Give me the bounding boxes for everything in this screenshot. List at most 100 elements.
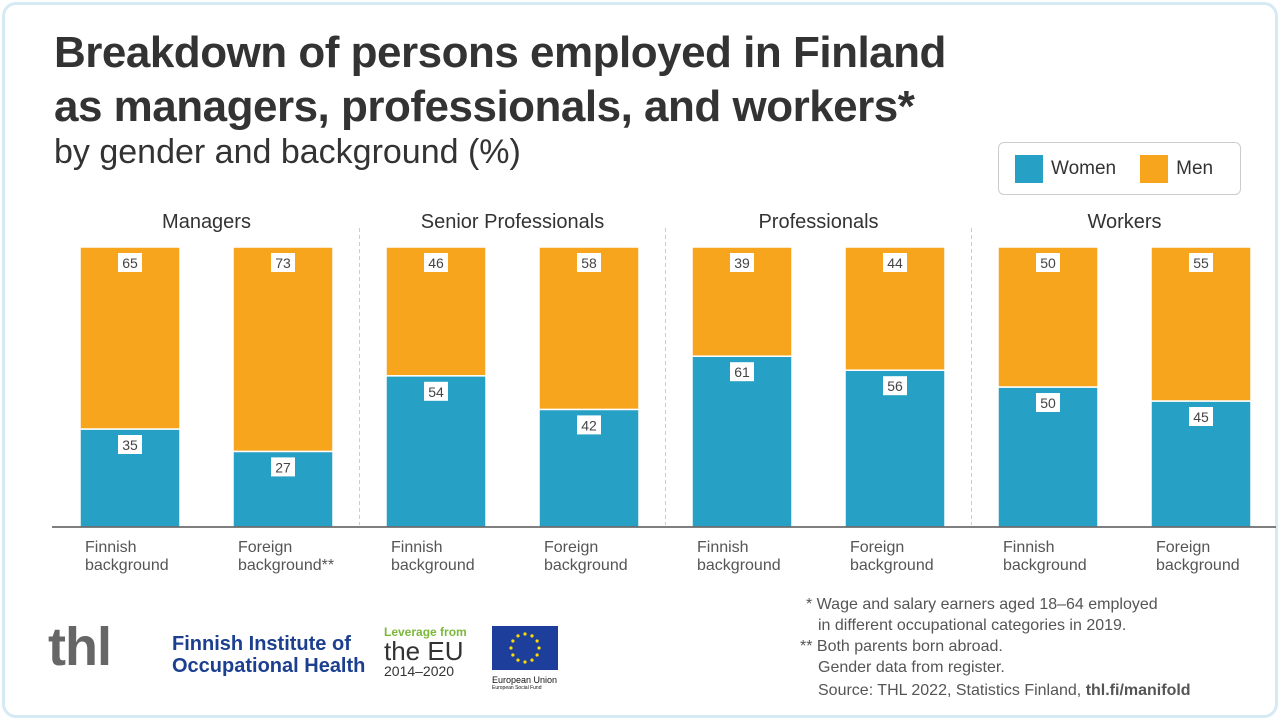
data-label: 42: [581, 417, 597, 433]
star-icon: [516, 658, 520, 662]
fioh-line: Occupational Health: [172, 655, 366, 677]
data-label: 73: [275, 255, 291, 271]
legend-swatch-men: [1140, 154, 1169, 183]
footnote: ** Both parents born abroad.: [800, 638, 1003, 655]
eu-text: European Social Fund: [492, 685, 542, 691]
eu-flag-logo: European Union European Social Fund: [492, 626, 558, 691]
source-text: Source: THL 2022, Statistics Finland,: [818, 682, 1086, 699]
category-label: Finnish: [697, 539, 749, 556]
data-label: 45: [1193, 409, 1209, 425]
eu-line: the EU: [384, 636, 464, 666]
star-icon: [523, 632, 527, 636]
data-label-bg: [577, 415, 601, 435]
thl-logo: thl: [48, 617, 112, 677]
group-label: Senior Professionals: [421, 211, 604, 233]
star-icon: [523, 660, 527, 664]
data-label: 50: [1040, 255, 1056, 271]
eu-flag-icon: [492, 626, 558, 670]
footnotes: * Wage and salary earners aged 18–64 emp…: [800, 594, 1191, 701]
data-label: 27: [275, 459, 291, 475]
bar-men: [1150, 246, 1252, 402]
legend-label: Women: [1051, 157, 1117, 179]
data-label: 35: [122, 437, 138, 453]
data-label: 55: [1193, 255, 1209, 271]
category-label: background: [85, 557, 169, 574]
category-label: Finnish: [391, 539, 443, 556]
data-label-bg: [883, 376, 907, 396]
category-label: background: [544, 557, 628, 574]
category-label: Foreign: [238, 539, 292, 556]
data-label-bg: [271, 253, 295, 272]
data-label: 61: [734, 364, 750, 380]
data-label-bg: [730, 362, 754, 382]
category-label: background: [1156, 557, 1240, 574]
fioh-line: Finnish Institute of: [172, 633, 351, 655]
eu-line: 2014–2020: [384, 663, 455, 679]
data-label-bg: [424, 381, 448, 401]
category-label: Foreign: [544, 539, 598, 556]
data-label: 58: [581, 255, 597, 271]
star-icon: [530, 634, 534, 638]
data-label-bg: [1189, 253, 1213, 272]
bar-men: [538, 246, 640, 411]
star-icon: [535, 653, 539, 657]
star-icon: [509, 646, 513, 650]
data-label: 56: [887, 378, 903, 394]
star-icon: [516, 634, 520, 638]
data-label-bg: [1036, 253, 1060, 272]
data-label-bg: [883, 253, 907, 272]
category-label: background**: [238, 557, 334, 574]
category-label: Finnish: [85, 539, 137, 556]
chart-subtitle: by gender and background (%): [54, 133, 521, 171]
fioh-logo: Finnish Institute of Occupational Health: [172, 633, 365, 677]
bar-men: [232, 246, 334, 453]
legend-men: Men: [1140, 154, 1214, 183]
data-label: 65: [122, 255, 138, 271]
data-label: 50: [1040, 395, 1056, 411]
chart-title: Breakdown of persons employed in Finland: [54, 28, 946, 77]
group-label: Professionals: [758, 211, 878, 233]
data-label-bg: [577, 253, 601, 272]
data-label: 39: [734, 255, 750, 271]
chart-title-line2: as managers, professionals, and workers*: [54, 82, 915, 131]
data-label-bg: [271, 457, 295, 477]
source: Source: THL 2022, Statistics Finland, th…: [818, 680, 1191, 701]
group-label: Workers: [1087, 211, 1161, 233]
star-icon: [511, 639, 515, 643]
bar-women: [844, 369, 946, 528]
bar-chart: Managers Senior Professionals Professional…: [52, 211, 1276, 574]
bar-women: [385, 375, 487, 528]
source-link[interactable]: thl.fi/manifold: [1085, 682, 1191, 699]
category-label: background: [1003, 557, 1087, 574]
category-label: background: [697, 557, 781, 574]
data-label: 46: [428, 255, 444, 271]
data-label-bg: [1036, 393, 1060, 412]
data-label-bg: [1189, 407, 1213, 426]
group-label: Managers: [162, 211, 251, 233]
data-label-bg: [118, 253, 142, 272]
legend-swatch-women: [1015, 154, 1043, 183]
category-label: Foreign: [1156, 539, 1210, 556]
category-label: Foreign: [850, 539, 904, 556]
legend: Women Men: [998, 142, 1241, 195]
star-icon: [535, 639, 539, 643]
category-label: background: [850, 557, 934, 574]
star-icon: [530, 658, 534, 662]
data-label-bg: [730, 253, 754, 272]
star-icon: [511, 653, 515, 657]
eu-leverage-logo: Leverage from the EU 2014–2020: [384, 626, 467, 678]
data-label: 44: [887, 255, 903, 271]
category-label: background: [391, 557, 475, 574]
category-label: Finnish: [1003, 539, 1055, 556]
bar-women: [691, 355, 793, 528]
eu-text: European Union: [492, 675, 558, 685]
footnote: Gender data from register.: [818, 659, 1005, 676]
footnote: * Wage and salary earners aged 18–64 emp…: [806, 596, 1158, 613]
footnote: in different occupational categories in …: [818, 617, 1127, 634]
data-label-bg: [424, 253, 448, 272]
bar-men: [79, 246, 181, 430]
eu-line: Leverage from: [384, 625, 467, 639]
data-label-bg: [118, 435, 142, 454]
legend-label: Men: [1176, 157, 1214, 179]
